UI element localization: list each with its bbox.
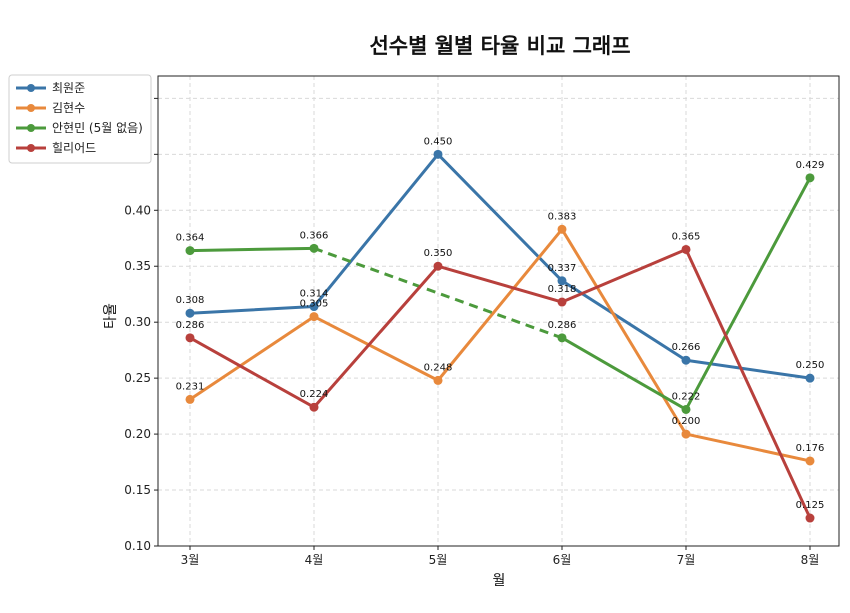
data-label: 0.286 (548, 320, 577, 331)
data-point (805, 513, 815, 523)
series-line (189, 246, 315, 253)
data-point (681, 355, 691, 365)
x-axis-label: 월 (493, 573, 506, 589)
data-point (433, 149, 443, 159)
data-point (185, 333, 195, 343)
data-point (557, 224, 567, 234)
data-label: 0.125 (796, 500, 825, 511)
x-tick-label: 6월 (553, 553, 572, 567)
series-4: 0.286 0.224 0.350 0.318 0.365 0.125 (176, 231, 825, 523)
data-point (557, 333, 567, 343)
data-label: 0.266 (672, 342, 701, 353)
legend-marker (27, 104, 35, 112)
x-tick-label: 3월 (181, 553, 200, 567)
y-tick-label: 0.40 (124, 203, 151, 217)
legend-entry: 힐리어드 (52, 141, 96, 155)
legend-entry: 김현수 (52, 101, 85, 115)
series-3: 0.364 0.366 0.286 0.222 0.429 (176, 160, 825, 414)
axis-ticks: 0.100.150.200.250.300.350.400.450.503월4월… (124, 91, 819, 567)
y-tick-label: 0.10 (124, 539, 151, 553)
data-point (681, 429, 691, 439)
data-point (557, 276, 567, 286)
data-point (805, 456, 815, 466)
series-line (189, 227, 811, 463)
data-point (557, 297, 567, 307)
data-label: 0.250 (796, 360, 825, 371)
data-point (681, 404, 691, 414)
series-2: 0.231 0.305 0.248 0.383 0.200 0.176 (176, 211, 825, 466)
y-tick-label: 0.25 (124, 371, 151, 385)
series-1: 0.308 0.314 0.450 0.337 0.266 0.250 (176, 136, 825, 383)
data-label: 0.366 (300, 230, 329, 241)
data-label: 0.365 (672, 231, 701, 242)
data-label: 0.318 (548, 284, 577, 295)
legend-marker (27, 124, 35, 132)
plot-frame (157, 75, 840, 547)
grid (158, 76, 839, 547)
data-point (185, 246, 195, 256)
data-label: 0.450 (424, 136, 453, 147)
x-tick-label: 5월 (429, 553, 448, 567)
data-label: 0.308 (176, 295, 205, 306)
y-tick-label: 0.30 (124, 315, 151, 329)
y-tick-label: 0.35 (124, 259, 151, 273)
data-point (309, 402, 319, 412)
data-label: 0.305 (300, 299, 329, 310)
legend-marker (27, 84, 35, 92)
data-label: 0.231 (176, 381, 205, 392)
y-tick-label: 0.15 (124, 483, 151, 497)
data-label: 0.200 (672, 416, 701, 427)
data-point (433, 375, 443, 385)
data-label: 0.176 (796, 443, 825, 454)
data-label: 0.286 (176, 320, 205, 331)
legend-box (8, 74, 152, 164)
series-line (189, 247, 812, 519)
chart-title: 선수별 월별 타율 비교 그래프 (369, 34, 630, 58)
data-point (805, 373, 815, 383)
data-point (185, 308, 195, 318)
data-point (681, 244, 691, 254)
data-point (309, 312, 319, 322)
data-label: 0.383 (548, 211, 577, 222)
series-group: 0.308 0.314 0.450 0.337 0.266 0.250 0.231 0.305… (176, 136, 825, 523)
data-point (805, 173, 815, 183)
data-point (433, 261, 443, 271)
data-label: 0.337 (548, 263, 577, 274)
data-point (185, 394, 195, 404)
data-label: 0.224 (300, 389, 329, 400)
data-label: 0.314 (300, 289, 329, 300)
data-point (309, 302, 319, 312)
series-line (189, 152, 811, 380)
legend-entry: 안현민 (5월 없음) (52, 121, 143, 135)
data-label: 0.248 (424, 362, 453, 373)
data-point (309, 243, 319, 253)
x-tick-label: 7월 (677, 553, 696, 567)
x-tick-label: 8월 (801, 553, 820, 567)
data-label: 0.429 (796, 160, 825, 171)
legend-marker (27, 144, 35, 152)
data-label: 0.222 (672, 391, 701, 402)
y-axis-label: 타율 (103, 303, 119, 329)
x-tick-label: 4월 (305, 553, 324, 567)
y-tick-label: 0.20 (124, 427, 151, 441)
data-label: 0.350 (424, 248, 453, 259)
data-label: 0.364 (176, 233, 205, 244)
legend-entry: 최원준 (52, 81, 85, 95)
